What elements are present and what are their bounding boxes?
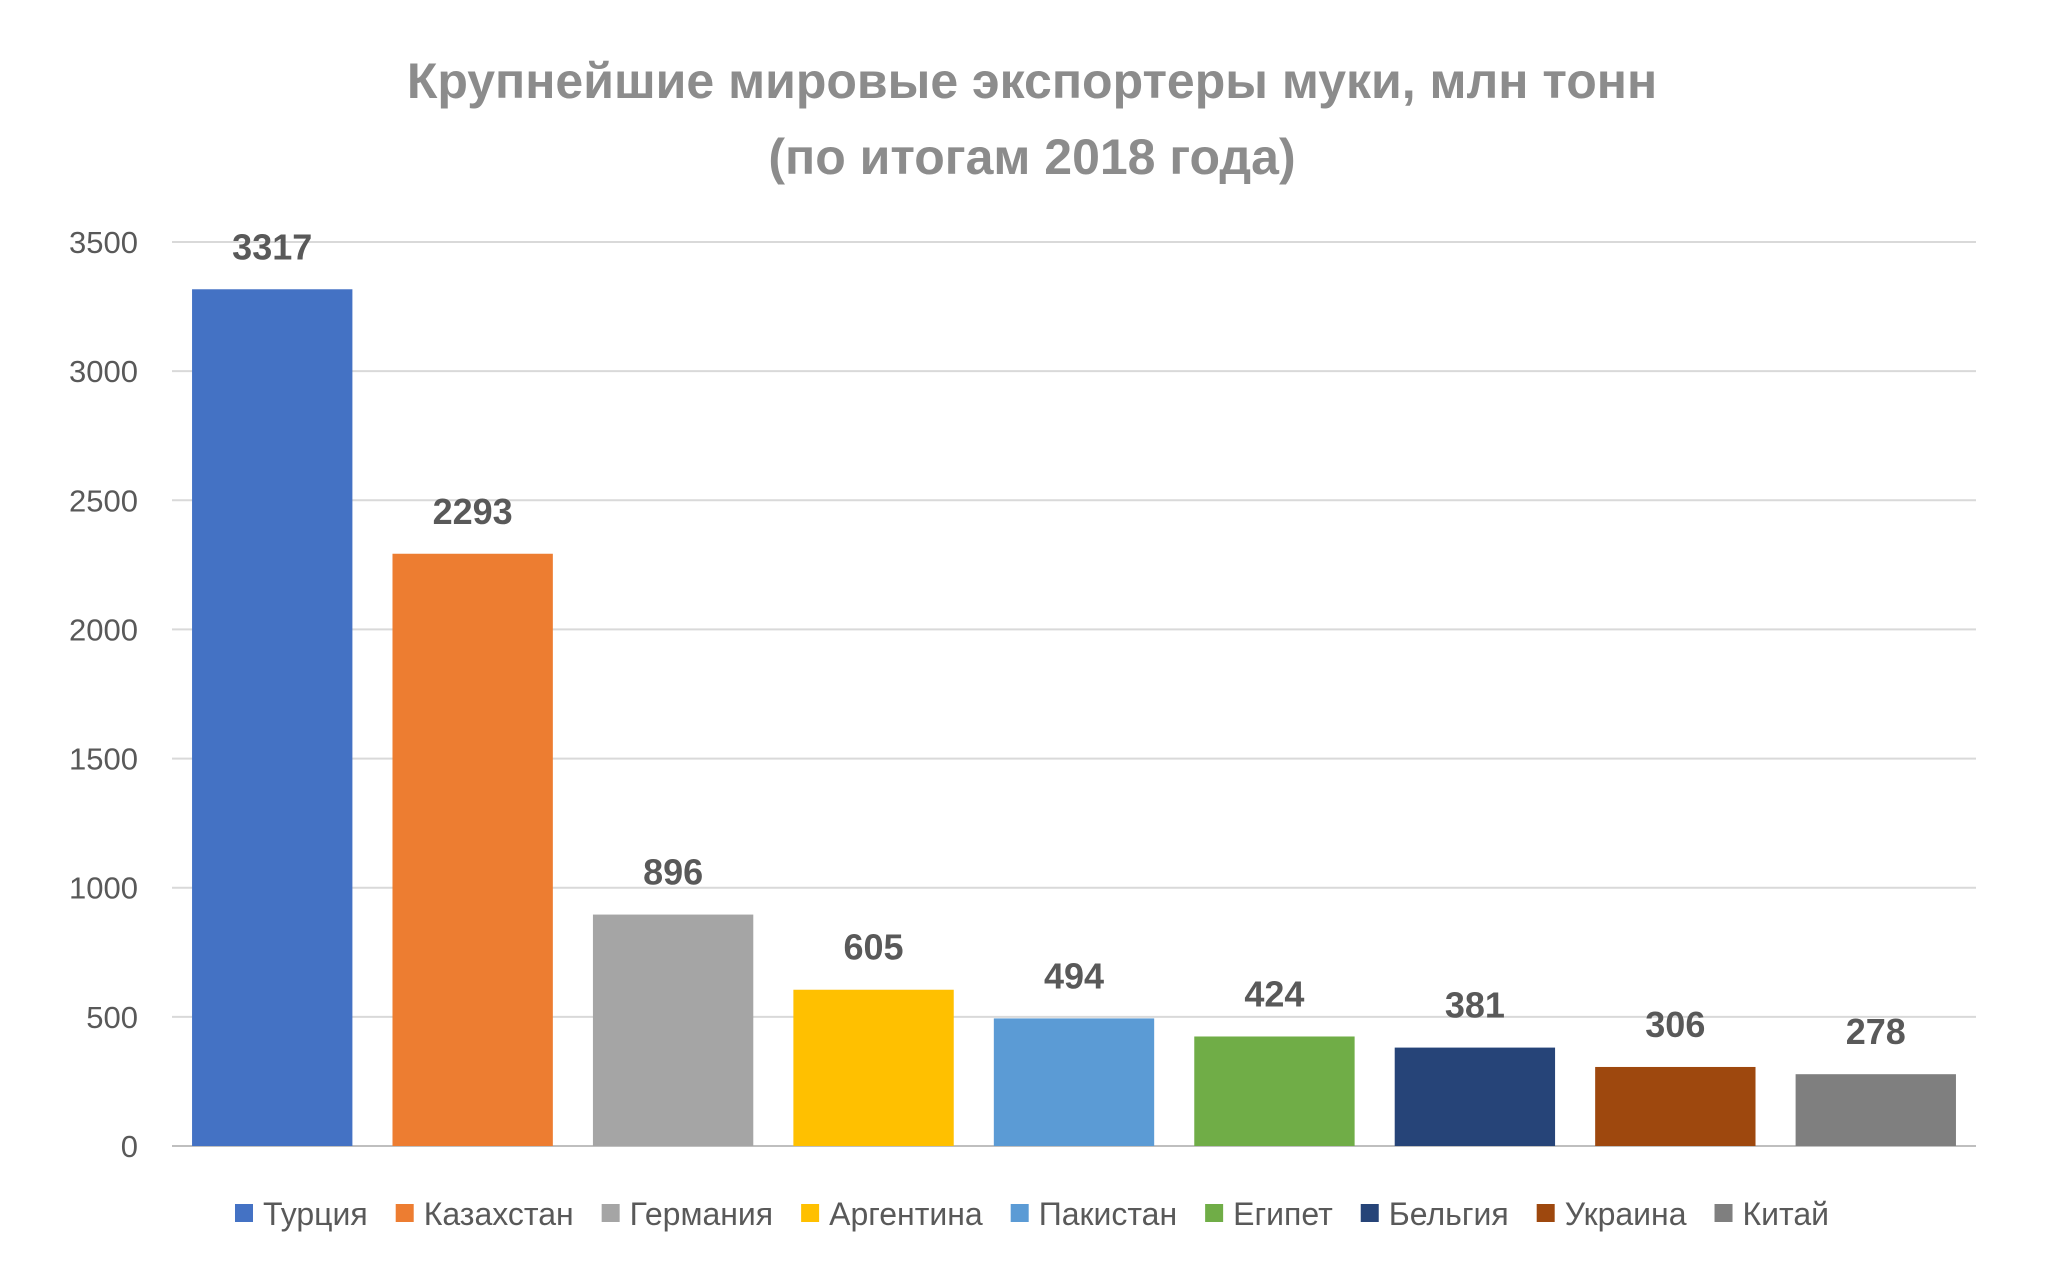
- data-label: 605: [844, 927, 904, 968]
- legend-label: Аргентина: [829, 1196, 983, 1232]
- data-label: 2293: [433, 491, 513, 532]
- y-tick-label: 2000: [69, 612, 138, 647]
- legend-label: Украина: [1565, 1196, 1687, 1232]
- bar-4: [793, 989, 954, 1146]
- data-label: 494: [1044, 955, 1104, 996]
- y-tick-label: 1500: [69, 742, 138, 777]
- data-label: 278: [1846, 1011, 1906, 1052]
- bar-5: [993, 1018, 1155, 1146]
- legend-label: Египет: [1233, 1196, 1333, 1232]
- legend-swatch: [1536, 1204, 1555, 1222]
- legend-label: Казахстан: [424, 1196, 574, 1232]
- legend-label: Китай: [1743, 1196, 1829, 1232]
- legend-swatch: [1205, 1204, 1224, 1222]
- legend-swatch: [395, 1204, 414, 1222]
- y-tick-label: 1000: [69, 871, 138, 906]
- data-label: 3317: [232, 226, 312, 267]
- y-tick-label: 500: [86, 1000, 138, 1035]
- data-label: 381: [1445, 985, 1505, 1026]
- legend-label: Бельгия: [1389, 1196, 1509, 1232]
- bar-9: [1795, 1074, 1956, 1146]
- chart-title-line-2: (по итогам 2018 года): [768, 129, 1296, 185]
- legend-swatch: [801, 1204, 820, 1222]
- chart-title-line-1: Крупнейшие мировые экспортеры муки, млн …: [406, 53, 1658, 109]
- bar-8: [1595, 1066, 1756, 1146]
- legend-swatch: [1714, 1204, 1733, 1222]
- legend-label: Германия: [630, 1196, 773, 1232]
- bar-2: [392, 553, 553, 1146]
- legend-label: Турция: [263, 1196, 368, 1232]
- bar-1: [192, 289, 353, 1146]
- data-label: 896: [643, 852, 703, 893]
- data-label: 306: [1645, 1004, 1705, 1045]
- y-tick-label: 0: [121, 1129, 138, 1164]
- legend-label: Пакистан: [1039, 1196, 1177, 1232]
- bar-3: [592, 914, 754, 1146]
- bar-7: [1394, 1047, 1556, 1146]
- y-tick-label: 3500: [69, 225, 138, 260]
- y-tick-label: 2500: [69, 483, 138, 518]
- legend-swatch: [234, 1204, 253, 1222]
- legend-swatch: [601, 1204, 620, 1222]
- data-label: 424: [1244, 973, 1304, 1014]
- legend-swatch: [1010, 1204, 1029, 1222]
- bar-6: [1194, 1036, 1355, 1146]
- legend-swatch: [1360, 1204, 1379, 1222]
- y-tick-label: 3000: [69, 354, 138, 389]
